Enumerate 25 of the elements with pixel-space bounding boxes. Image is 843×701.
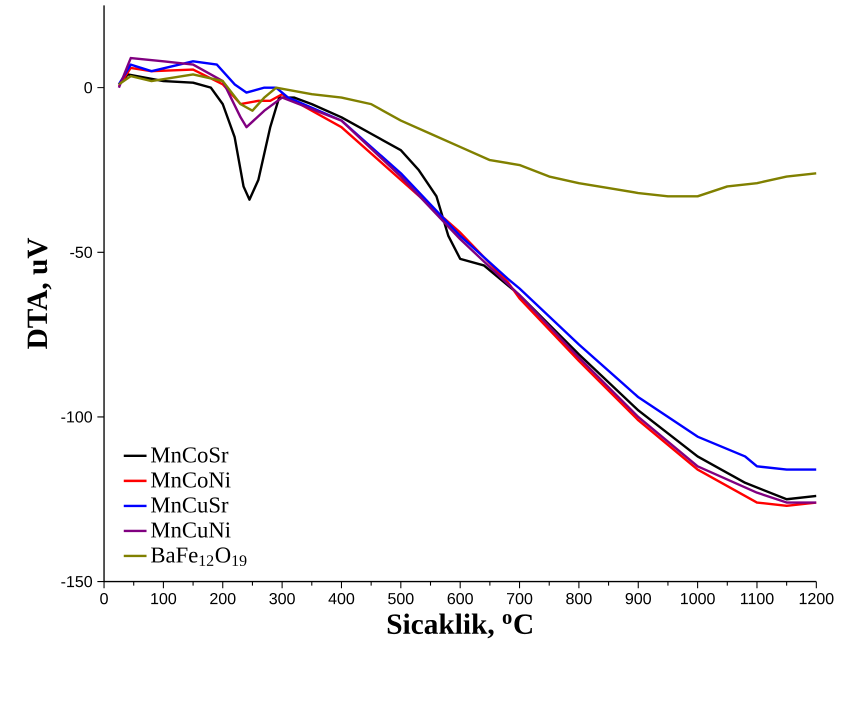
line-series [118, 73, 816, 198]
x-tick-label: 0 [100, 593, 108, 604]
legend-label: MnCuSr [151, 498, 228, 513]
legend-label: MnCoNi [151, 472, 231, 488]
x-tick-label: 600 [448, 593, 473, 604]
x-tick-label: 1000 [681, 593, 715, 604]
y-tick-label: -150 [61, 576, 92, 588]
x-axis-title: Sicaklik, $^{o}$C [388, 614, 532, 639]
x-tick-label: 700 [507, 593, 532, 604]
x-tick-label: 200 [210, 593, 236, 604]
legend-label: BaFe$_{12}$O$_{19}$ [151, 548, 246, 566]
x-tick-label: 400 [328, 593, 354, 604]
x-tick-label: 900 [626, 593, 651, 604]
x-tick-label: 1200 [800, 593, 834, 604]
y-tick-label: 0 [84, 82, 92, 94]
x-tick-label: 1100 [740, 593, 774, 604]
x-tick-label: 800 [566, 593, 592, 604]
x-tick-label: 100 [151, 593, 176, 604]
y-tick-label: -50 [70, 246, 92, 258]
y-axis-title: DTA, uV [28, 238, 52, 350]
legend-label: MnCuNi [151, 522, 231, 538]
legend-label: MnCoSr [151, 448, 228, 463]
x-tick-label: 500 [388, 593, 414, 604]
y-tick-label: -100 [61, 411, 92, 423]
x-tick-label: 300 [269, 593, 295, 604]
